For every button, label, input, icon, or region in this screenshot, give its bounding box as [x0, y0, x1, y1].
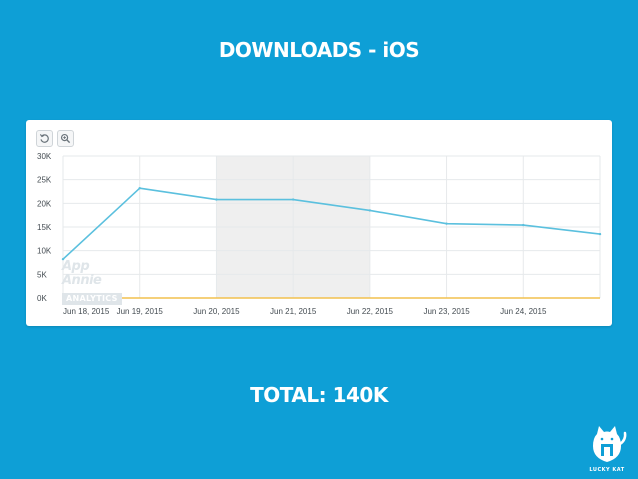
x-tick-label: Jun 24, 2015	[500, 307, 547, 316]
y-tick-label: 5K	[37, 270, 47, 279]
zoom-icon	[60, 133, 71, 144]
chart-panel: 0K 5K 10K 15K 20K 25K 30K Jun 18, 2015 Jun 19, 2…	[26, 120, 612, 326]
y-tick-label: 30K	[37, 152, 52, 161]
y-tick-label: 10K	[37, 247, 52, 256]
reset-icon	[39, 134, 49, 143]
reset-zoom-button[interactable]	[36, 130, 53, 147]
y-tick-label: 25K	[37, 176, 52, 185]
x-tick-label: Jun 21, 2015	[270, 307, 317, 316]
data-point	[445, 222, 448, 225]
data-point	[291, 198, 295, 201]
downloads-series-line	[62, 187, 601, 260]
slide-title: DOWNLOADS - iOS	[218, 38, 420, 62]
data-point	[215, 198, 218, 201]
chart-toolbar	[36, 130, 74, 147]
x-tick-label: Jun 19, 2015	[117, 307, 164, 316]
data-point	[368, 209, 372, 212]
data-point	[598, 232, 602, 236]
y-tick-label: 15K	[37, 223, 52, 232]
zoom-button[interactable]	[57, 130, 74, 147]
x-tick-label: Jun 18, 2015	[63, 307, 110, 316]
x-tick-label: Jun 22, 2015	[347, 307, 394, 316]
total-downloads: TOTAL: 140K	[250, 383, 388, 407]
lucky-kat-logo: LUCKY KAT	[584, 424, 630, 474]
cat-logo-icon	[593, 426, 627, 462]
data-point	[61, 257, 65, 261]
line-chart: 0K 5K 10K 15K 20K 25K 30K Jun 18, 2015 Jun 19, 2…	[37, 152, 602, 316]
x-tick-label: Jun 23, 2015	[423, 307, 470, 316]
y-tick-label: 0K	[37, 294, 47, 303]
x-tick-label: Jun 20, 2015	[193, 307, 240, 316]
brand-text: LUCKY KAT	[589, 467, 625, 473]
data-point	[138, 186, 141, 190]
y-tick-label: 20K	[37, 199, 52, 208]
data-point	[522, 223, 525, 227]
